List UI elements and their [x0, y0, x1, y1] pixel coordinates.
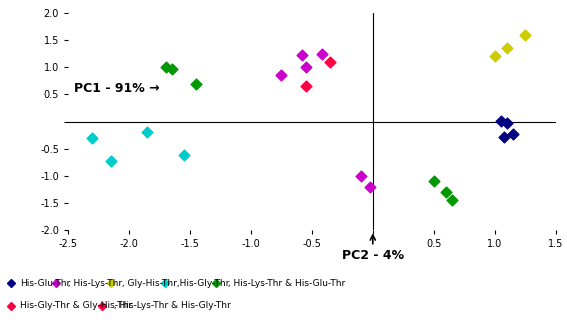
Text: PC1 - 91% →: PC1 - 91% → [74, 82, 160, 95]
Point [509, 132, 518, 137]
Point [521, 32, 530, 37]
Text: , His-Lys-Thr & His-Glu-Thr: , His-Lys-Thr & His-Glu-Thr [225, 279, 345, 288]
Point [161, 65, 170, 70]
Point [490, 54, 499, 59]
Point [502, 120, 511, 125]
Point [325, 59, 335, 64]
Text: , His-Lys-Thr: , His-Lys-Thr [65, 279, 122, 288]
Point [366, 184, 375, 189]
Point [143, 130, 152, 135]
Text: His-Gly-Thr & Gly-His-Thr: His-Gly-Thr & Gly-His-Thr [20, 301, 132, 310]
Text: , Gly-His-Thr: , Gly-His-Thr [119, 279, 177, 288]
Point [317, 51, 326, 56]
Point [167, 66, 176, 71]
Point [192, 81, 201, 86]
Point [301, 84, 310, 89]
Point [106, 158, 115, 163]
Point [441, 190, 450, 195]
Point [500, 134, 509, 140]
Point [179, 153, 188, 158]
Point [88, 135, 97, 140]
Point [301, 65, 310, 70]
Point [277, 73, 286, 78]
Point [447, 198, 456, 203]
Text: PC2 - 4%: PC2 - 4% [342, 235, 404, 262]
Point [429, 179, 438, 184]
Text: , His-Lys-Thr & His-Gly-Thr: , His-Lys-Thr & His-Gly-Thr [111, 301, 230, 310]
Point [298, 53, 307, 58]
Point [356, 173, 365, 179]
Point [502, 45, 511, 51]
Point [496, 118, 505, 124]
Text: His-Glu-Thr: His-Glu-Thr [20, 279, 70, 288]
Text: ,His-Gly-Thr: ,His-Gly-Thr [174, 279, 229, 288]
